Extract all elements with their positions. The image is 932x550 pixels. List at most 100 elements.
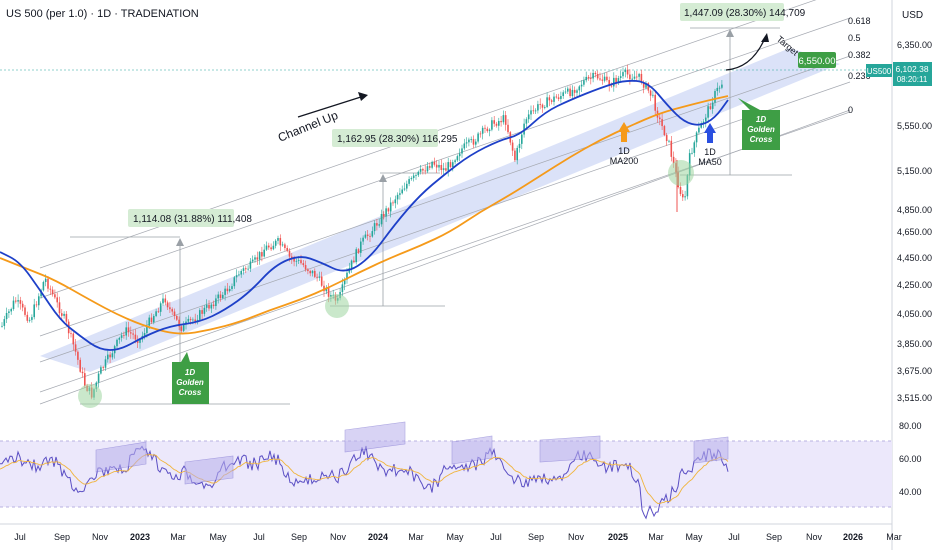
candle-body xyxy=(176,316,178,320)
candle-body xyxy=(711,102,714,109)
candle-body xyxy=(15,300,17,302)
candle-body xyxy=(284,244,286,248)
candle-body xyxy=(125,327,127,336)
time-tick-label: 2026 xyxy=(843,532,863,542)
candle-body xyxy=(263,249,265,257)
candle-body xyxy=(594,72,597,75)
candle-body xyxy=(389,202,392,212)
candle-body xyxy=(475,141,477,145)
candle-body xyxy=(665,135,668,142)
candle-body xyxy=(682,194,684,198)
candle-body xyxy=(8,311,10,314)
measure-arrowhead-3 xyxy=(726,29,734,37)
time-tick-label: Sep xyxy=(54,532,70,542)
time-tick-label: 2023 xyxy=(130,532,150,542)
candle-body xyxy=(640,73,643,83)
measure-label-bg-2 xyxy=(332,129,438,147)
candle-body xyxy=(385,208,387,217)
candle-body xyxy=(97,373,100,383)
candle-body xyxy=(35,304,38,306)
candle-body xyxy=(208,304,210,309)
candle-body xyxy=(516,147,518,161)
candle-body xyxy=(392,202,394,204)
candle-body xyxy=(477,133,479,142)
candle-body xyxy=(5,313,8,320)
candle-body xyxy=(518,143,521,148)
price-tick-label: 3,515.00 xyxy=(897,393,932,403)
candle-body xyxy=(629,74,631,80)
price-tick-label: 6,350.00 xyxy=(897,40,932,50)
candle-body xyxy=(79,359,81,372)
candle-body xyxy=(571,89,574,97)
time-tick-label: Mar xyxy=(886,532,902,542)
candle-body xyxy=(148,317,150,326)
candle-body xyxy=(438,165,440,168)
candle-body xyxy=(58,302,61,314)
candle-body xyxy=(366,234,369,236)
time-tick-label: Mar xyxy=(648,532,664,542)
price-tick-label: 5,550.00 xyxy=(897,121,932,131)
candle-body xyxy=(166,302,169,308)
candle-body xyxy=(212,304,215,307)
currency-label: USD xyxy=(902,10,924,21)
candle-body xyxy=(10,309,12,312)
channel-line-2 xyxy=(39,17,851,299)
measure-label-2: 1,162.95 (28.30%) 116,295 xyxy=(337,134,458,145)
candle-body xyxy=(452,162,454,168)
rsi-tick-label: 40.00 xyxy=(899,487,922,497)
candle-body xyxy=(649,90,652,96)
candle-body xyxy=(134,334,137,340)
candle-body xyxy=(470,139,472,140)
candle-body xyxy=(461,148,463,154)
time-tick-label: Nov xyxy=(568,532,585,542)
candle-body xyxy=(415,175,417,176)
candle-body xyxy=(514,150,516,161)
candle-body xyxy=(235,275,238,278)
price-tick-label: 4,450.00 xyxy=(897,253,932,263)
candle-body xyxy=(38,296,40,306)
candle-body xyxy=(210,304,213,309)
candle-body xyxy=(205,304,208,308)
fib-label-0-618: 0.618 xyxy=(848,16,871,26)
candle-body xyxy=(196,319,199,322)
price-tick-label: 3,675.00 xyxy=(897,366,932,376)
candle-body xyxy=(564,91,567,93)
candle-body xyxy=(562,92,564,97)
candle-body xyxy=(293,258,295,262)
candle-body xyxy=(291,256,293,259)
time-tick-label: Sep xyxy=(766,532,782,542)
candle-body xyxy=(537,104,539,111)
candle-body xyxy=(274,240,277,246)
candle-body xyxy=(49,288,52,290)
candle-body xyxy=(270,247,272,250)
candle-body xyxy=(31,317,33,320)
candle-body xyxy=(633,76,636,79)
candle-body xyxy=(353,260,355,263)
candle-body xyxy=(721,84,723,88)
candle-body xyxy=(171,309,173,312)
candle-body xyxy=(378,224,380,226)
candle-body xyxy=(272,245,275,250)
candle-body xyxy=(102,367,104,369)
candle-body xyxy=(357,249,360,253)
axes: 6,350.00 5,550.00 5,150.00 4,850.00 4,650.00… xyxy=(14,40,932,542)
candle-body xyxy=(173,311,176,317)
candle-body xyxy=(718,87,721,89)
candle-body xyxy=(376,223,378,226)
rsi-line xyxy=(0,445,729,520)
candle-body xyxy=(136,339,139,343)
candle-body xyxy=(130,332,132,334)
candle-body xyxy=(504,115,507,125)
candle-body xyxy=(111,353,114,358)
candle-body xyxy=(440,165,443,170)
candle-body xyxy=(631,78,633,80)
candle-body xyxy=(261,252,263,257)
candle-body xyxy=(70,333,72,335)
candle-body xyxy=(33,304,35,318)
candle-body xyxy=(601,79,604,81)
candle-body xyxy=(573,89,576,93)
candle-body xyxy=(314,270,316,277)
candle-body xyxy=(705,117,707,122)
candle-body xyxy=(373,223,376,232)
